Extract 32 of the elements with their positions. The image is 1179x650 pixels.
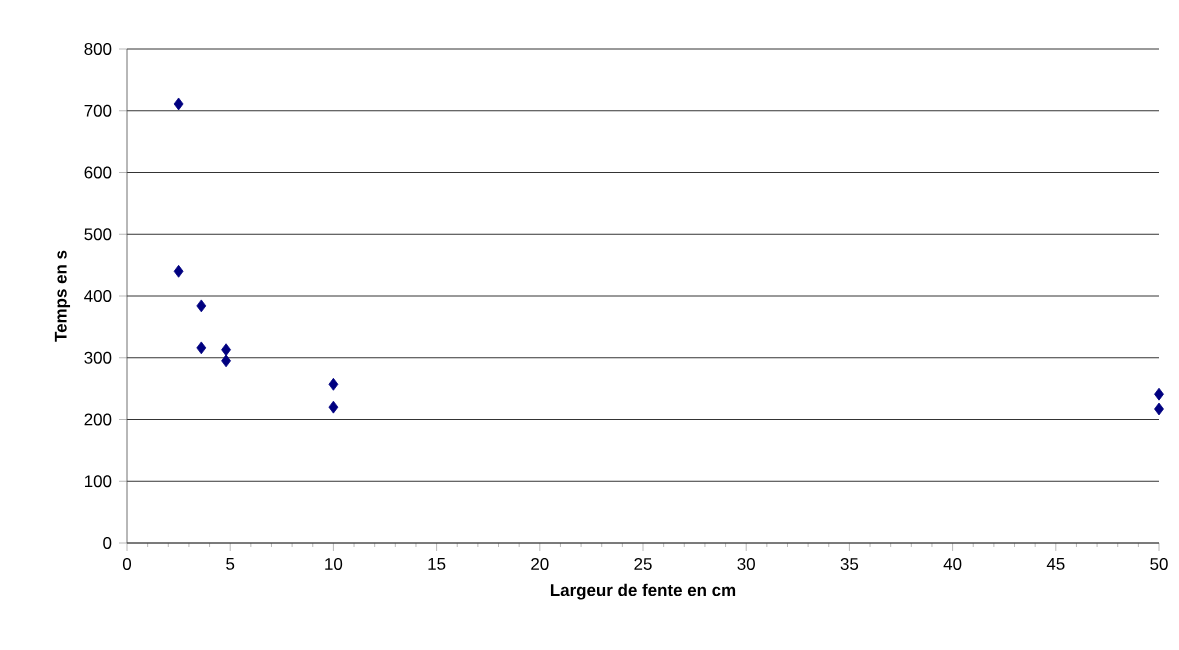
y-tick-label: 400 xyxy=(84,290,112,302)
y-tick-label: 800 xyxy=(84,43,112,55)
point xyxy=(221,343,231,357)
x-tick-label: 50 xyxy=(1150,558,1168,570)
x-tick-label: 0 xyxy=(122,558,132,570)
y-tick-label: 500 xyxy=(84,228,112,241)
x-tick-label: 35 xyxy=(840,558,859,570)
x-tick-label: 40 xyxy=(943,558,962,570)
y-tick-label: 0 xyxy=(103,537,112,549)
point xyxy=(196,341,207,355)
point xyxy=(328,400,339,414)
point xyxy=(173,97,184,111)
x-tick-label: 30 xyxy=(737,558,755,570)
x-tick-label: 15 xyxy=(428,558,446,570)
y-tick-label: 700 xyxy=(84,104,112,117)
point xyxy=(173,264,184,278)
x-tick-label: 45 xyxy=(1046,558,1065,570)
x-tick-label: 10 xyxy=(325,558,343,570)
x-tick-label: 20 xyxy=(531,558,549,570)
point xyxy=(1154,402,1164,416)
y-tick-label: 200 xyxy=(84,413,112,426)
y-tick-label: 300 xyxy=(84,351,112,364)
y-tick-label: 100 xyxy=(85,475,112,488)
point xyxy=(221,354,231,368)
y-axis-title: Temps en s xyxy=(54,250,71,342)
y-tick-label: 600 xyxy=(84,166,112,179)
point xyxy=(328,377,339,391)
x-tick-label: 5 xyxy=(226,558,235,570)
point xyxy=(196,299,207,313)
x-axis-title: Largeur de fente en cm xyxy=(550,583,736,600)
x-tick-label: 25 xyxy=(634,558,652,570)
point xyxy=(1154,387,1164,401)
